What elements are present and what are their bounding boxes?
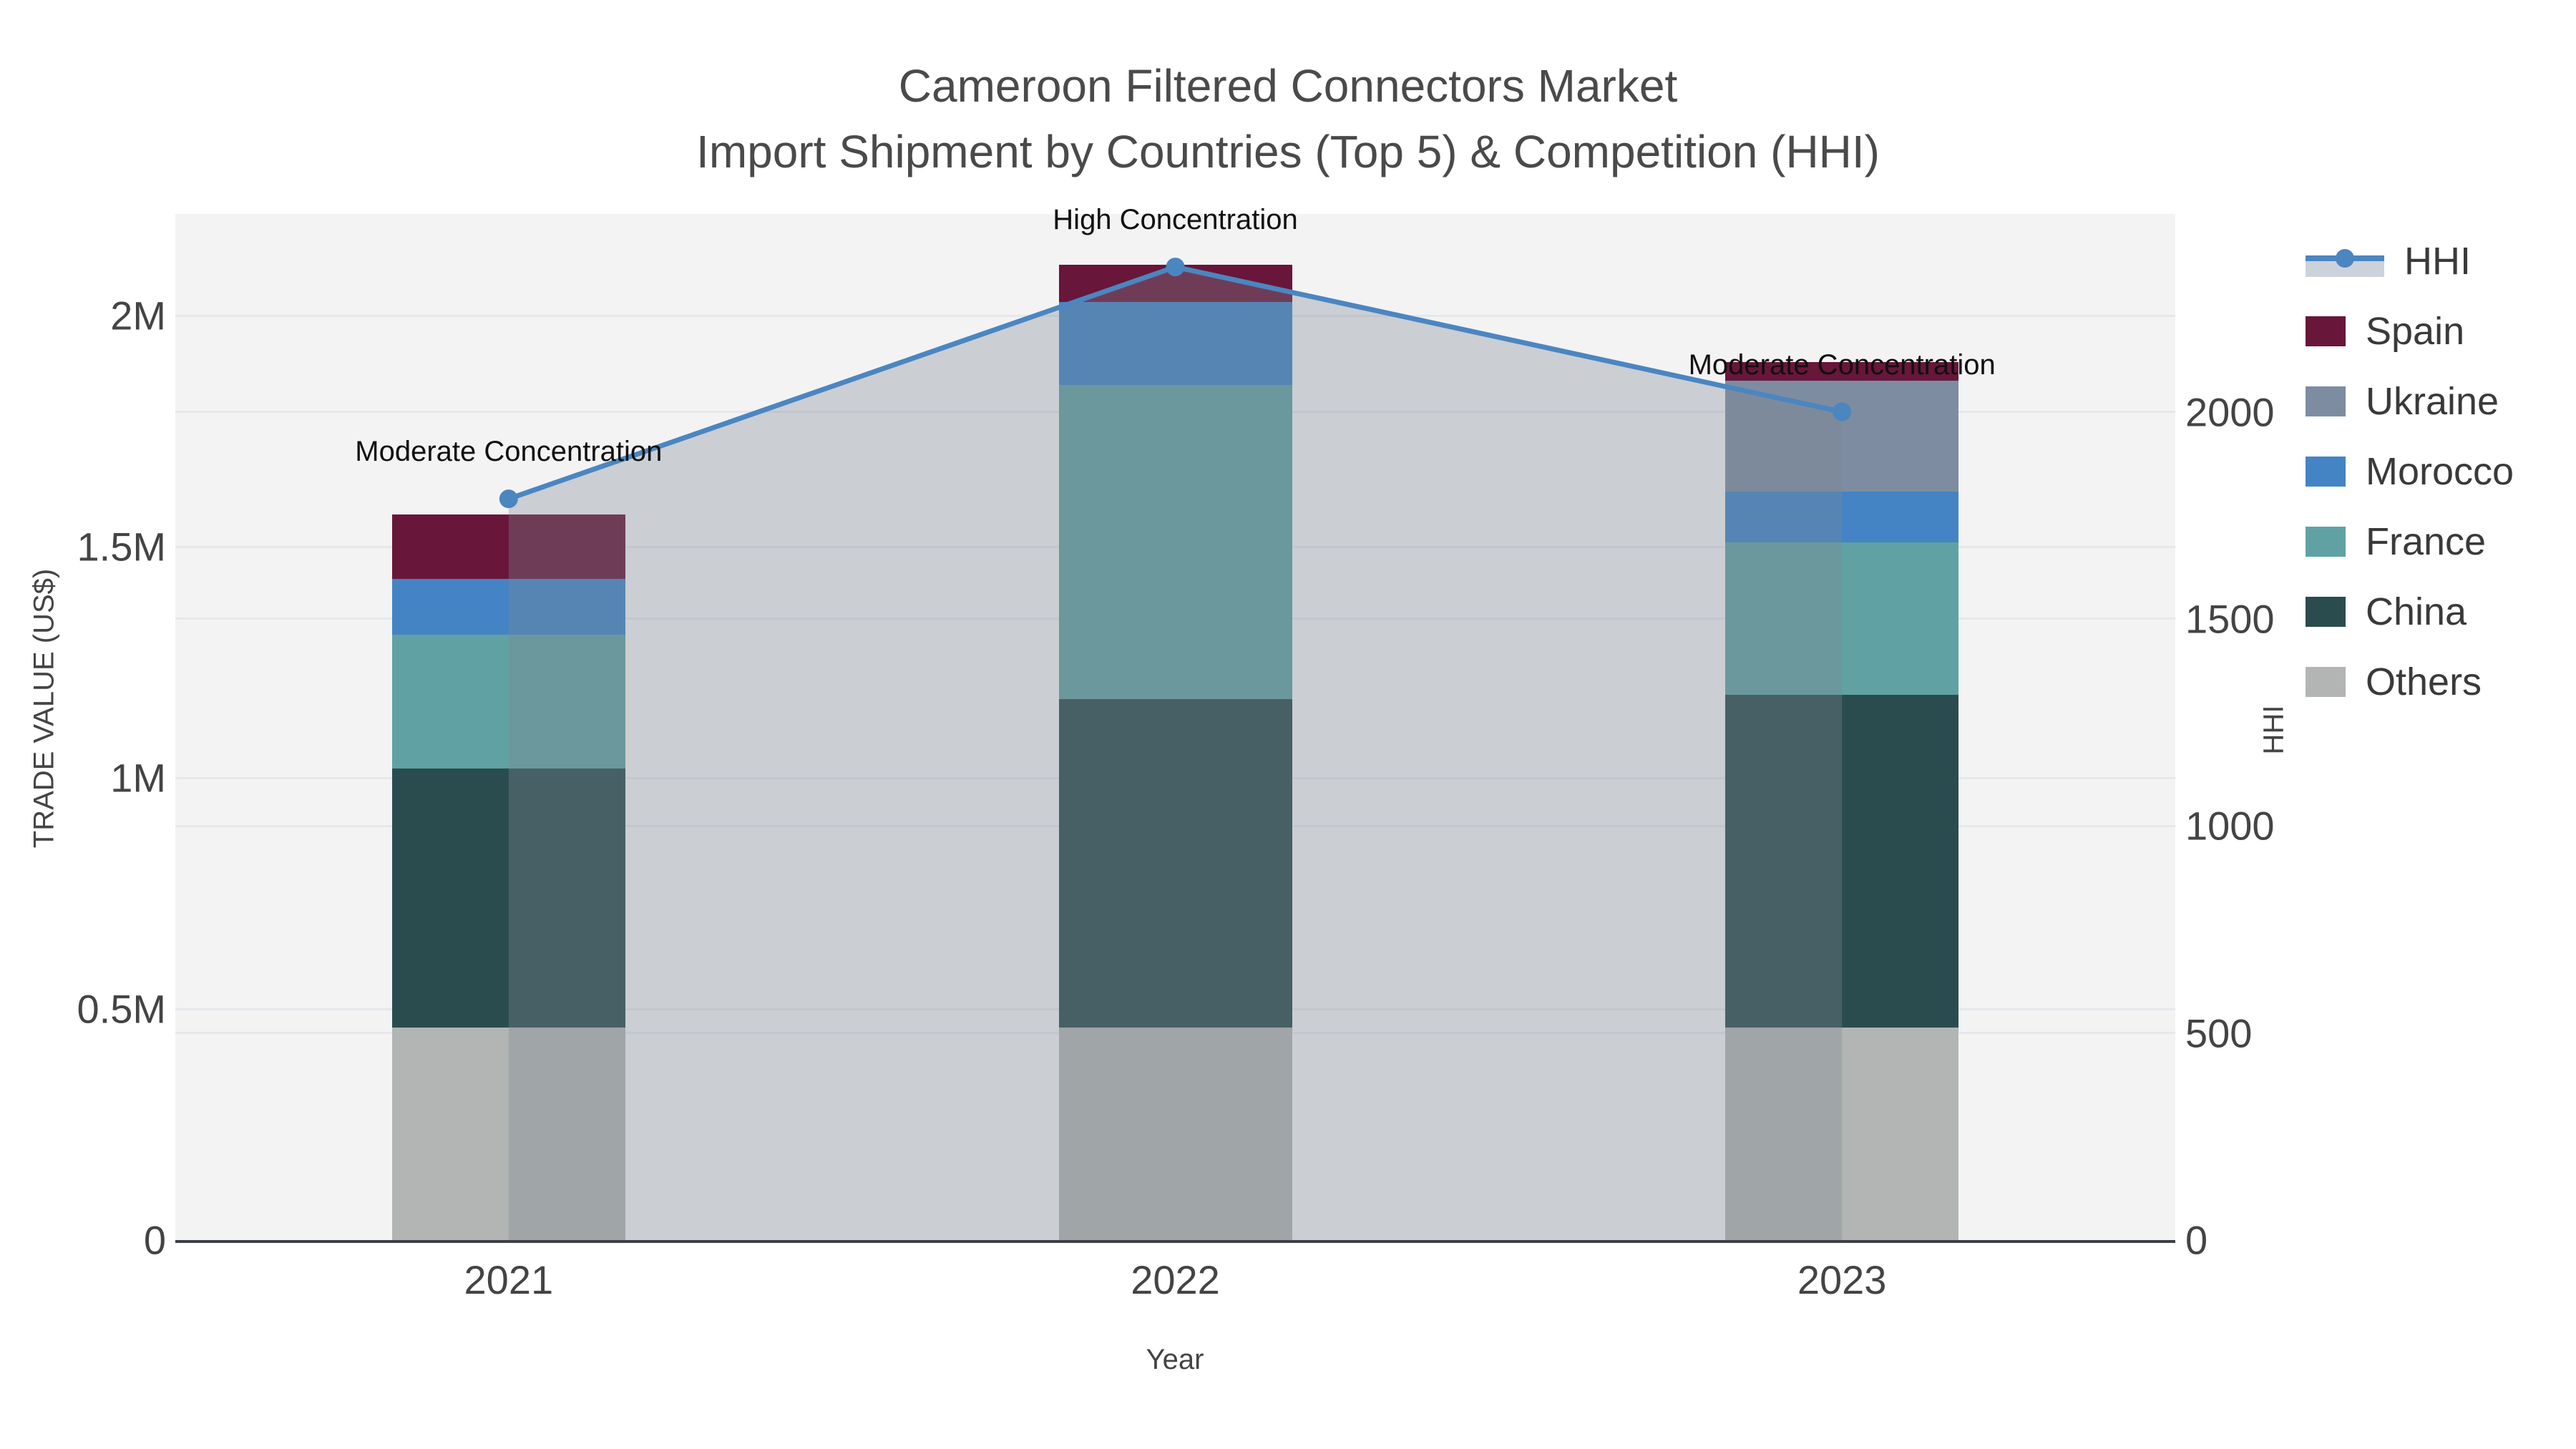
x-tick-2022: 2022 bbox=[1131, 1257, 1220, 1302]
bar-segment-2021-morocco[interactable] bbox=[391, 579, 625, 635]
legend-label-hhi: HHI bbox=[2404, 240, 2471, 283]
bar-segment-2022-china[interactable] bbox=[1058, 699, 1292, 1028]
bar-segment-2021-china[interactable] bbox=[391, 769, 625, 1028]
right-tick-1500: 1500 bbox=[2185, 596, 2275, 642]
legend-swatch-ukraine bbox=[2306, 386, 2346, 416]
hhi-trace-layer bbox=[499, 258, 1852, 1240]
legend-label-france: France bbox=[2366, 520, 2487, 563]
bar-segment-2023-morocco[interactable] bbox=[1725, 491, 1959, 542]
left-tick-0: 0 bbox=[143, 1217, 166, 1263]
x-tick-2023: 2023 bbox=[1797, 1257, 1887, 1302]
hhi-marker-2021[interactable] bbox=[499, 489, 518, 509]
plot-area bbox=[175, 214, 2175, 1243]
legend: HHI Spain Ukraine Morocco France China Others bbox=[2306, 226, 2514, 717]
legend-hhi-line-icon bbox=[2306, 244, 2384, 278]
legend-item-france[interactable]: France bbox=[2306, 507, 2514, 577]
legend-item-ukraine[interactable]: Ukraine bbox=[2306, 366, 2514, 436]
x-axis-title: Year bbox=[1146, 1344, 1204, 1375]
right-tick-2000: 2000 bbox=[2185, 389, 2275, 435]
legend-label-china: China bbox=[2366, 590, 2467, 633]
left-tick-0.5M: 0.5M bbox=[77, 986, 167, 1032]
legend-swatch-france bbox=[2306, 527, 2346, 557]
legend-item-china[interactable]: China bbox=[2306, 577, 2514, 647]
right-axis-title: HHI bbox=[2258, 705, 2290, 755]
right-tick-1000: 1000 bbox=[2185, 803, 2275, 849]
legend-label-ukraine: Ukraine bbox=[2366, 380, 2499, 423]
legend-item-morocco[interactable]: Morocco bbox=[2306, 436, 2514, 507]
right-tick-500: 500 bbox=[2185, 1010, 2253, 1056]
bar-segment-2023-spain[interactable] bbox=[1725, 361, 1959, 381]
bar-segment-2022-others[interactable] bbox=[1058, 1027, 1292, 1240]
x-tick-2021: 2021 bbox=[464, 1257, 554, 1302]
hhi-area-fill bbox=[508, 267, 1843, 1240]
chart-title: Cameroon Filtered Connectors Market Impo… bbox=[0, 53, 2576, 185]
legend-item-others[interactable]: Others bbox=[2306, 647, 2514, 717]
right-tick-0: 0 bbox=[2185, 1217, 2208, 1263]
legend-swatch-china bbox=[2306, 597, 2346, 627]
annotation-2021: Moderate Concentration bbox=[355, 436, 663, 468]
bar-segment-2022-france[interactable] bbox=[1058, 385, 1292, 700]
chart-title-line1: Cameroon Filtered Connectors Market bbox=[898, 60, 1678, 112]
left-tick-1.5M: 1.5M bbox=[77, 524, 167, 570]
chart-title-line2: Import Shipment by Countries (Top 5) & C… bbox=[696, 126, 1880, 177]
legend-label-others: Others bbox=[2366, 660, 2482, 703]
left-tick-2M: 2M bbox=[110, 293, 166, 338]
legend-label-morocco: Morocco bbox=[2366, 450, 2514, 493]
legend-swatch-others bbox=[2306, 667, 2346, 697]
legend-label-spain: Spain bbox=[2366, 310, 2465, 353]
bar-segment-2022-morocco[interactable] bbox=[1058, 301, 1292, 385]
bar-segment-2021-spain[interactable] bbox=[391, 514, 625, 580]
bar-segment-2021-france[interactable] bbox=[391, 634, 625, 769]
left-tick-1M: 1M bbox=[110, 755, 166, 801]
left-axis-title: TRADE VALUE (US$) bbox=[28, 568, 60, 849]
legend-item-spain[interactable]: Spain bbox=[2306, 296, 2514, 366]
hhi-marker-2023[interactable] bbox=[1833, 402, 1852, 421]
annotation-2023: Moderate Concentration bbox=[1688, 348, 1996, 381]
bar-segment-2023-ukraine[interactable] bbox=[1725, 380, 1959, 492]
legend-swatch-spain bbox=[2306, 316, 2346, 346]
annotation-2022: High Concentration bbox=[1053, 204, 1298, 236]
bar-segment-2023-others[interactable] bbox=[1725, 1027, 1959, 1240]
legend-item-hhi[interactable]: HHI bbox=[2306, 226, 2514, 296]
legend-swatch-morocco bbox=[2306, 457, 2346, 487]
bar-segment-2023-france[interactable] bbox=[1725, 542, 1959, 695]
hhi-marker-2022[interactable] bbox=[1166, 258, 1185, 277]
bar-segment-2021-others[interactable] bbox=[391, 1027, 625, 1240]
bar-segment-2023-china[interactable] bbox=[1725, 694, 1959, 1028]
